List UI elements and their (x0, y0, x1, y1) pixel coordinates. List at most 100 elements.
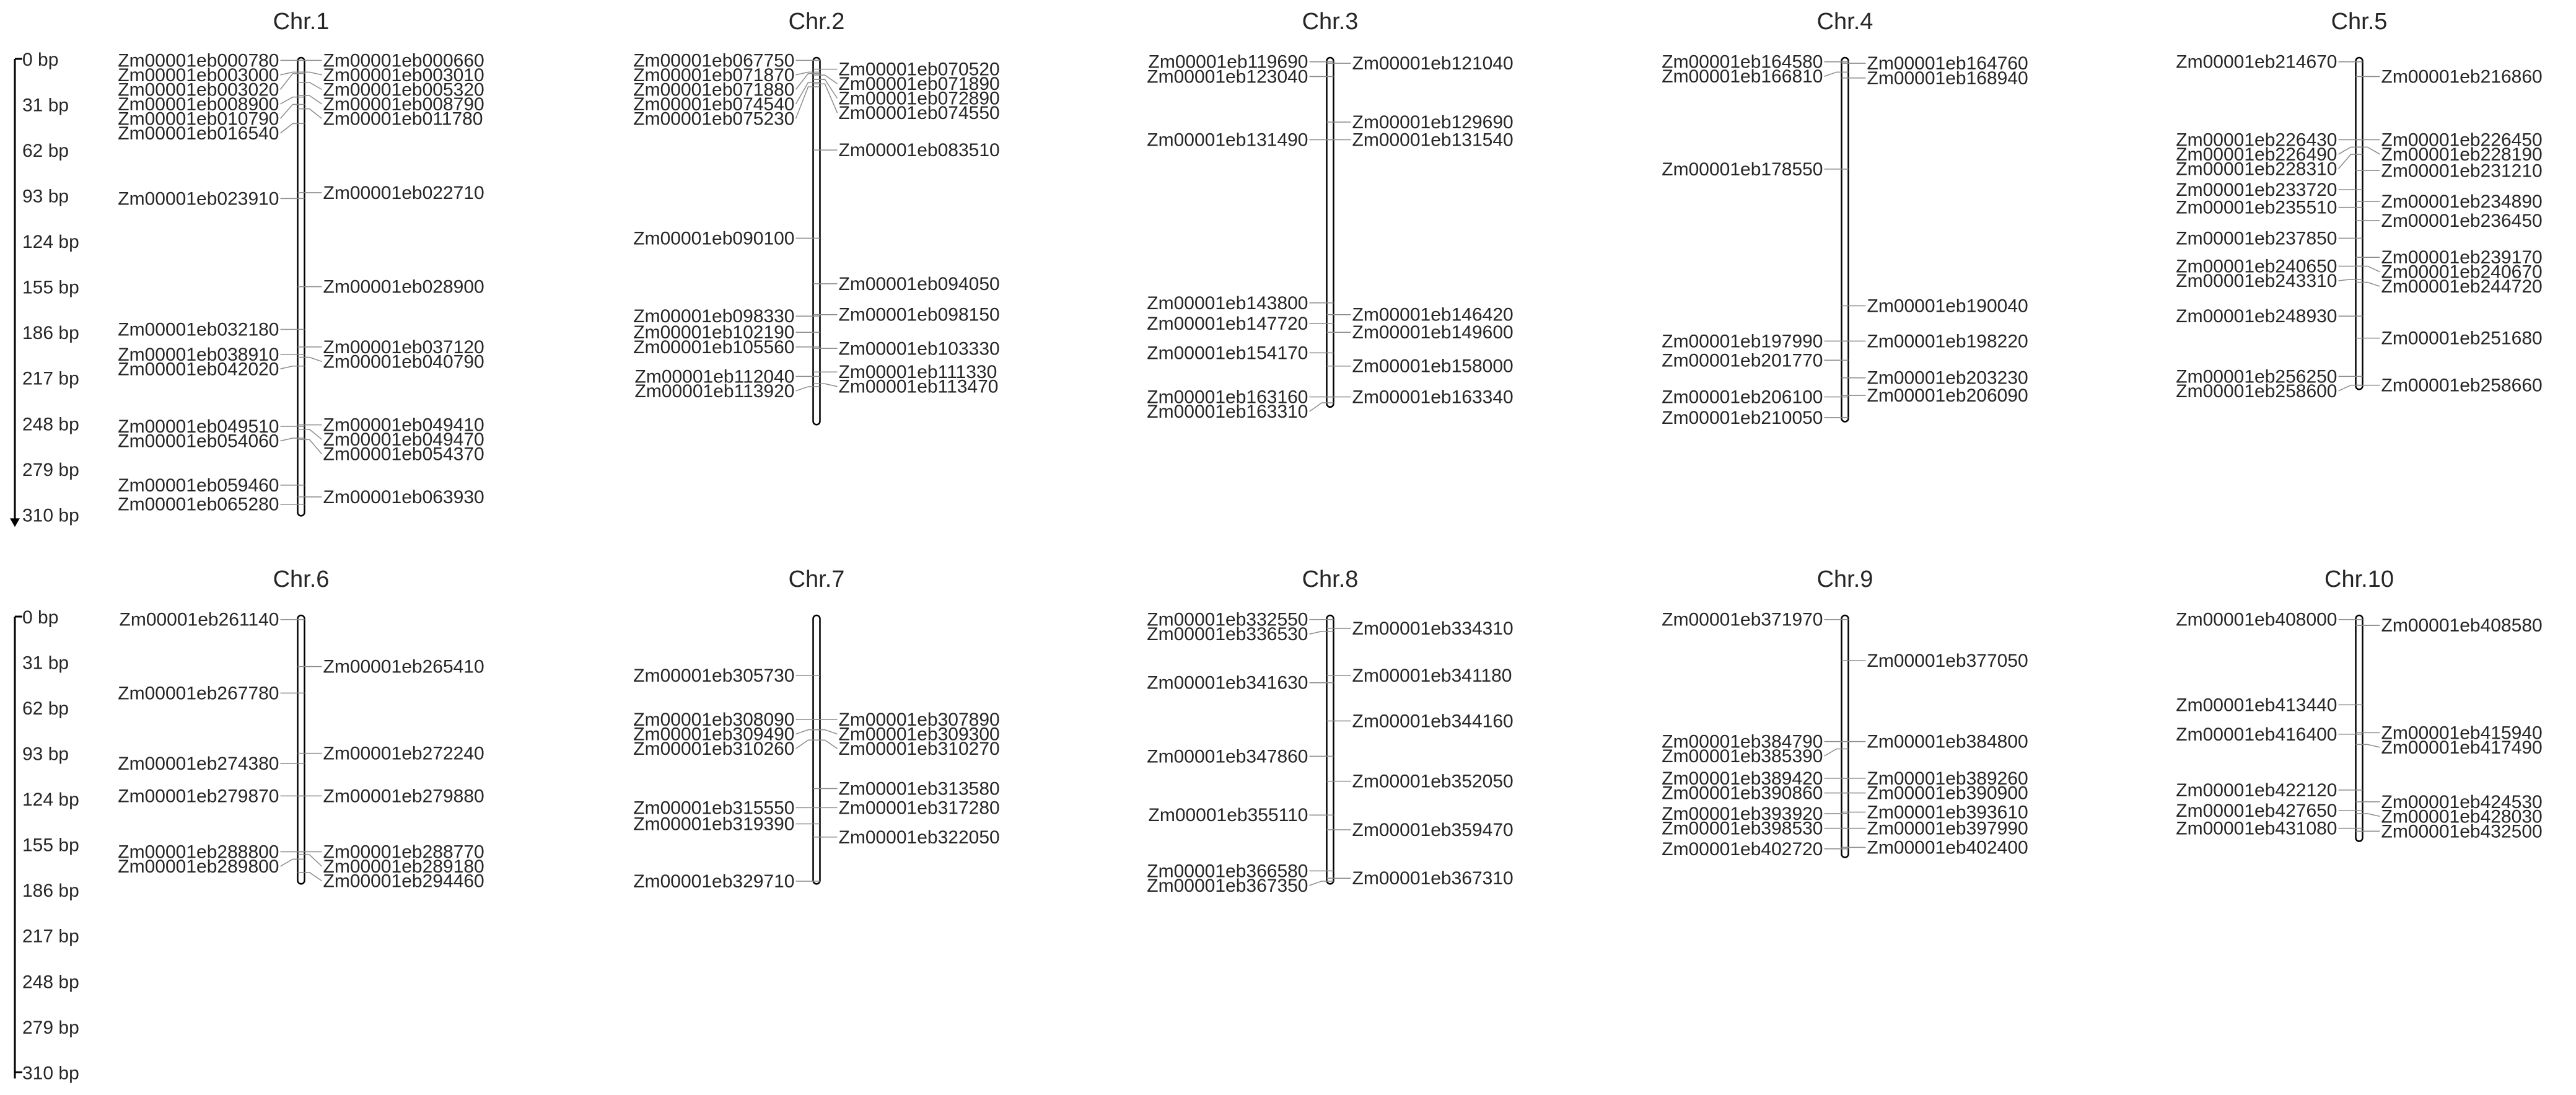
chromosome-bar (1326, 614, 1334, 885)
chromosome-title: Chr.4 (1817, 9, 1873, 35)
gene-leader-line (820, 74, 838, 84)
gene-label: Zm00001eb149600 (1352, 322, 1514, 343)
gene-label: Zm00001eb010790 (118, 108, 279, 129)
chromosome-bar (297, 614, 305, 885)
gene-label: Zm00001eb164760 (1867, 53, 2028, 74)
gene-label: Zm00001eb071870 (633, 65, 794, 86)
gene-label: Zm00001eb234890 (2381, 191, 2543, 212)
gene-label: Zm00001eb267780 (118, 683, 279, 703)
scale-tick-label: 310 bp (22, 505, 79, 526)
gene-label: Zm00001eb032180 (118, 319, 279, 340)
gene-label: Zm00001eb000780 (118, 50, 279, 71)
scale-tick-label: 31 bp (22, 653, 69, 674)
chromosome-chr6: Chr.6 Zm00001eb261140 Zm00001eb267780 Zm000… (118, 566, 484, 892)
gene-label: Zm00001eb239170 (2381, 247, 2543, 268)
scale-bar: 0 bp 31 bp 62 bp 93 bp 124 bp 155 bp 186 bp 217… (10, 50, 79, 527)
chromosome-chr9: Chr.9Zm00001eb371970Zm00001eb384790Zm000… (1662, 566, 2028, 860)
gene-leader-line (1824, 748, 1842, 757)
gene-label: Zm00001eb256250 (2176, 366, 2337, 387)
scale-tick-label: 124 bp (22, 232, 79, 252)
gene-label: Zm00001eb037120 (323, 337, 484, 358)
scale-tick-label: 0 bp (22, 607, 58, 628)
gene-label: Zm00001eb008900 (118, 94, 279, 115)
gene-label: Zm00001eb063930 (323, 487, 484, 508)
gene-leader-line (2338, 146, 2356, 155)
gene-label: Zm00001eb236450 (2381, 211, 2543, 231)
gene-leader-line (304, 871, 322, 882)
chromosome-title: Chr.8 (1302, 566, 1359, 592)
chromosome-bar (1841, 56, 1849, 423)
gene-label: Zm00001eb105560 (633, 337, 794, 358)
chromosome-chr2: Chr.2Zm00001eb067750Zm00001eb071870Zm000… (633, 9, 1000, 426)
gene-leader-line (2337, 154, 2356, 169)
gene-label: Zm00001eb131490 (1147, 130, 1308, 150)
gene-leader-line (304, 95, 322, 105)
gene-label: Zm00001eb098150 (839, 305, 1000, 325)
gene-leader-line (1309, 881, 1327, 886)
gene-label: Zm00001eb190040 (1867, 296, 2028, 316)
gene-label: Zm00001eb258600 (2176, 381, 2337, 402)
gene-label: Zm00001eb393920 (1662, 804, 1823, 824)
gene-label: Zm00001eb272240 (323, 744, 484, 764)
gene-label: Zm00001eb305730 (633, 666, 794, 686)
gene-label: Zm00001eb228310 (2176, 159, 2337, 179)
gene-label: Zm00001eb377050 (1867, 651, 2028, 671)
chromosome-bar (812, 614, 821, 885)
gene-label: Zm00001eb344160 (1352, 711, 1514, 731)
gene-label: Zm00001eb310270 (839, 739, 1000, 759)
scale-tick-label: 0 bp (22, 50, 58, 70)
gene-label: Zm00001eb111330 (839, 362, 997, 382)
chromosome-title: Chr.2 (789, 9, 845, 35)
gene-leader-line (820, 383, 838, 387)
gene-label: Zm00001eb367350 (1147, 876, 1308, 896)
gene-leader-line (304, 854, 323, 867)
gene-label: Zm00001eb424530 (2381, 792, 2543, 812)
gene-label: Zm00001eb070520 (839, 59, 1000, 80)
gene-label: Zm00001eb390860 (1662, 783, 1823, 804)
chromosome-bar (2355, 56, 2364, 390)
gene-label: Zm00001eb166810 (1662, 66, 1823, 87)
gene-leader-line (795, 86, 813, 119)
gene-leader-line (820, 739, 838, 749)
gene-label: Zm00001eb355110 (1149, 805, 1308, 825)
scale-tick-label: 217 bp (22, 926, 79, 947)
gene-label: Zm00001eb098330 (633, 306, 794, 327)
gene-label: Zm00001eb317280 (839, 798, 1000, 818)
chromosome-title: Chr.10 (2324, 566, 2394, 592)
gene-label: Zm00001eb040790 (323, 351, 484, 372)
gene-leader-line (1309, 402, 1327, 412)
gene-label: Zm00001eb206090 (1867, 385, 2028, 406)
scale-tick-label: 93 bp (22, 744, 69, 765)
gene-label: Zm00001eb131540 (1352, 130, 1514, 150)
chromosome-title: Chr.7 (789, 566, 845, 592)
gene-label: Zm00001eb265410 (323, 657, 484, 677)
gene-label: Zm00001eb102190 (633, 322, 794, 343)
gene-label: Zm00001eb322050 (839, 827, 1000, 848)
gene-label: Zm00001eb074540 (633, 94, 794, 115)
gene-label: Zm00001eb389420 (1662, 768, 1823, 789)
scale-arrow-icon (10, 518, 20, 527)
scale-tick-label: 124 bp (22, 789, 79, 810)
gene-label: Zm00001eb384800 (1867, 732, 2028, 752)
gene-leader-line (820, 79, 838, 99)
gene-leader-line (280, 71, 298, 76)
chromosome-title: Chr.3 (1302, 9, 1359, 35)
scale-tick-label: 155 bp (22, 278, 79, 298)
gene-label: Zm00001eb398530 (1662, 819, 1823, 839)
gene-label: Zm00001eb003020 (118, 79, 279, 100)
gene-label: Zm00001eb289180 (323, 856, 484, 877)
gene-label: Zm00001eb178550 (1662, 159, 1823, 180)
gene-label: Zm00001eb309300 (839, 724, 1000, 745)
scale-tick-label: 248 bp (22, 414, 79, 434)
gene-label: Zm00001eb210050 (1662, 408, 1823, 428)
scale-tick-label: 279 bp (22, 1018, 79, 1038)
gene-label: Zm00001eb083510 (839, 140, 1000, 161)
gene-label: Zm00001eb000660 (323, 50, 484, 71)
gene-label: Zm00001eb008790 (323, 94, 484, 115)
chromosome-title: Chr.9 (1817, 566, 1873, 592)
scale-tick-label: 186 bp (22, 881, 79, 901)
chromosome-bar (1841, 614, 1849, 858)
gene-label: Zm00001eb309490 (633, 724, 794, 745)
gene-label: Zm00001eb261140 (120, 610, 279, 630)
